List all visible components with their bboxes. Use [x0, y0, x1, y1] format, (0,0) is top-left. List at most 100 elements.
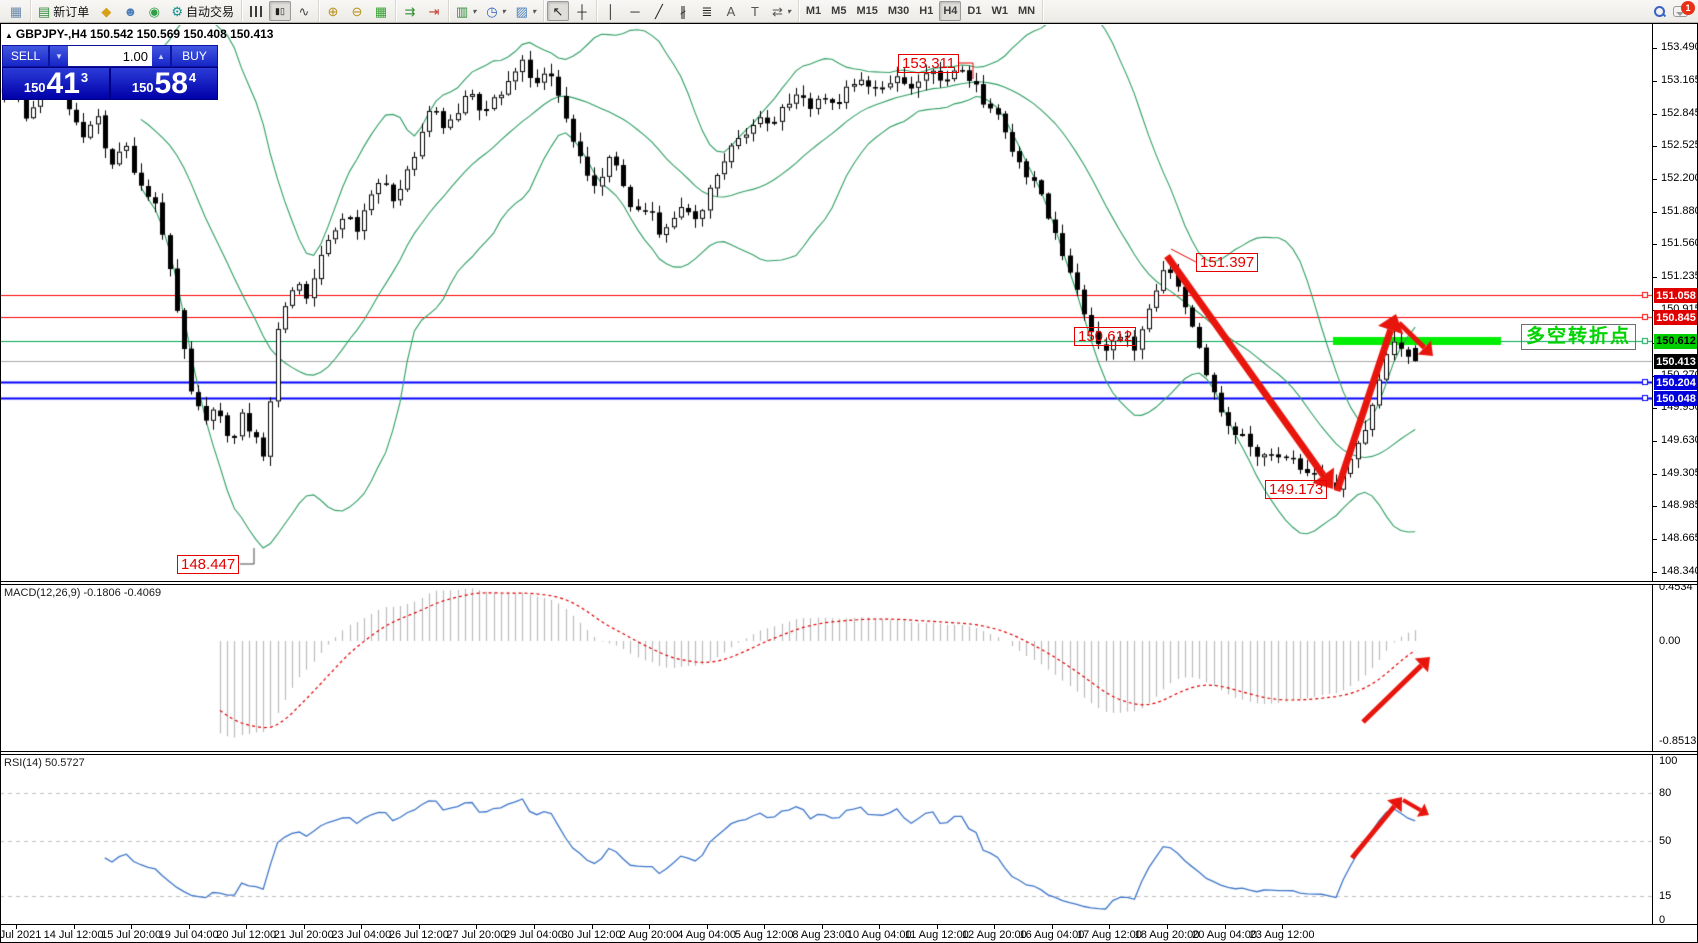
horizontal-line-icon — [630, 5, 639, 18]
cursor-button[interactable] — [546, 1, 569, 21]
market-watch-button[interactable] — [95, 1, 117, 21]
time-label: 14 Jul 12:00 — [43, 929, 104, 941]
volume-decrease-button[interactable]: ▼ — [50, 46, 68, 66]
time-tick — [303, 925, 305, 929]
new-chart-button[interactable]: ▾ — [452, 1, 480, 21]
annotation-153-311: 153.311 — [898, 54, 960, 73]
autotrade-button[interactable]: 自动交易 — [167, 1, 238, 21]
chart-shift-icon — [429, 5, 440, 18]
trendline-button[interactable] — [648, 1, 670, 21]
timeframe-h4-button[interactable]: H4 — [939, 1, 962, 21]
crosshair-button[interactable] — [571, 1, 593, 21]
price-tick — [1653, 277, 1657, 279]
bar-chart-button[interactable] — [245, 1, 267, 21]
time-tick — [936, 925, 938, 929]
timeframe-w1-button[interactable]: W1 — [991, 5, 1008, 17]
group-zoom — [319, 0, 396, 22]
price-tick — [1653, 179, 1657, 181]
fibonacci-button[interactable] — [696, 1, 718, 21]
new-order-button[interactable]: 新订单 — [34, 1, 93, 21]
time-label: 20 Jul 12:00 — [216, 929, 277, 941]
price-tick — [1653, 440, 1657, 442]
timeframe-mn-button[interactable]: MN — [1017, 5, 1036, 17]
charts-window-button[interactable] — [5, 1, 27, 21]
search-icon[interactable] — [1654, 5, 1665, 17]
label-button[interactable] — [744, 1, 766, 21]
rsi-axis-label: 50 — [1659, 834, 1672, 847]
vertical-line-button[interactable] — [600, 1, 622, 21]
time-label: 26 Jul 12:00 — [388, 929, 449, 941]
chevron-down-icon: ▾ — [501, 6, 506, 16]
price-tick — [1653, 538, 1657, 540]
new-order-icon — [38, 5, 50, 18]
price-tick — [1653, 146, 1657, 148]
pane-splitter[interactable] — [0, 581, 1698, 585]
annotation-turning-point: 多空转折点 — [1521, 324, 1637, 350]
horizontal-line-button[interactable] — [624, 1, 646, 21]
sell-price[interactable]: 150 41 3 — [2, 67, 110, 100]
vertical-line-icon — [607, 5, 615, 18]
time-label: 5 Aug 12:00 — [734, 929, 794, 941]
channel-icon — [680, 5, 687, 18]
timeframe-m1-button[interactable]: M1 — [805, 5, 822, 17]
candlestick-chart-button[interactable] — [268, 1, 291, 21]
group-timeframes: M1 M5 M15 M30 H1 H4 D1 W1 MN — [799, 0, 1044, 22]
buy-price-prefix: 150 — [131, 80, 154, 95]
timeframe-m15-button[interactable]: M15 — [856, 5, 878, 17]
subwindow-marker-icon: ▲ — [5, 31, 13, 40]
timeframe-d1-button[interactable]: D1 — [967, 5, 982, 17]
toolbar-right: 1 — [1654, 0, 1696, 17]
time-label: 23 Aug 12:00 — [1249, 929, 1315, 941]
macd-indicator-pane[interactable] — [0, 585, 1652, 751]
volume-input[interactable] — [68, 46, 152, 66]
price-tick — [1653, 48, 1657, 49]
person-icon — [123, 5, 137, 18]
time-tick — [1224, 925, 1226, 929]
tile-windows-button[interactable] — [370, 1, 392, 21]
timeframe-m30-button[interactable]: M30 — [887, 5, 910, 17]
auto-scroll-button[interactable] — [399, 1, 421, 21]
period-button[interactable]: ▾ — [482, 1, 509, 21]
signal-icon — [149, 5, 160, 18]
template-icon — [516, 5, 528, 18]
sell-price-sup: 3 — [80, 70, 89, 85]
trendline-icon — [655, 5, 663, 18]
chevron-down-icon: ▾ — [531, 6, 536, 16]
text-button[interactable] — [720, 1, 742, 21]
line-chart-button[interactable] — [293, 1, 315, 21]
buy-button[interactable]: BUY — [171, 45, 218, 67]
zoom-in-button[interactable] — [322, 1, 344, 21]
channel-button[interactable] — [672, 1, 694, 21]
signals-button[interactable] — [143, 1, 165, 21]
chart-shift-button[interactable] — [423, 1, 445, 21]
profile-button[interactable] — [119, 1, 141, 21]
one-click-trading-panel: SELL ▼ ▲ BUY 150 41 3 150 58 4 — [2, 45, 218, 100]
price-tick-label: 148.985 — [1661, 499, 1698, 512]
rsi-axis-label: 0 — [1659, 914, 1666, 926]
timeframe-m5-button[interactable]: M5 — [831, 5, 847, 17]
buy-price-big: 58 — [154, 67, 188, 100]
annotation-151-397: 151.397 — [1196, 253, 1259, 272]
sell-button[interactable]: SELL — [2, 45, 49, 67]
time-tick — [188, 925, 190, 929]
zoom-out-button[interactable] — [346, 1, 368, 21]
main-toolbar: 新订单 自动交易 ▾ ▾ ▾ ▾ M1 M5 M15 M30 H1 H4 D1 W1 MN 1 — [0, 0, 1698, 23]
pane-splitter[interactable] — [0, 751, 1698, 755]
rsi-indicator-pane[interactable] — [0, 755, 1652, 924]
buy-price[interactable]: 150 58 4 — [110, 67, 218, 100]
notifications-icon[interactable]: 1 — [1673, 0, 1695, 17]
shapes-button[interactable]: ▾ — [768, 1, 795, 21]
new-order-button-label: 新订单 — [53, 4, 90, 19]
time-tick — [1109, 925, 1111, 929]
template-button[interactable]: ▾ — [512, 1, 540, 21]
price-tick-label: 148.340 — [1661, 565, 1698, 577]
annotation-150-612: 150.612 — [1074, 327, 1137, 346]
main-price-chart[interactable] — [0, 25, 1652, 581]
timeframe-h1-button[interactable]: H1 — [919, 5, 934, 17]
price-tick-label: 149.630 — [1661, 433, 1698, 446]
time-tick — [591, 925, 593, 929]
volume-increase-button[interactable]: ▲ — [152, 46, 170, 66]
price-tick-label: 153.490 — [1661, 41, 1698, 53]
group-draw: ▾ — [597, 0, 799, 22]
